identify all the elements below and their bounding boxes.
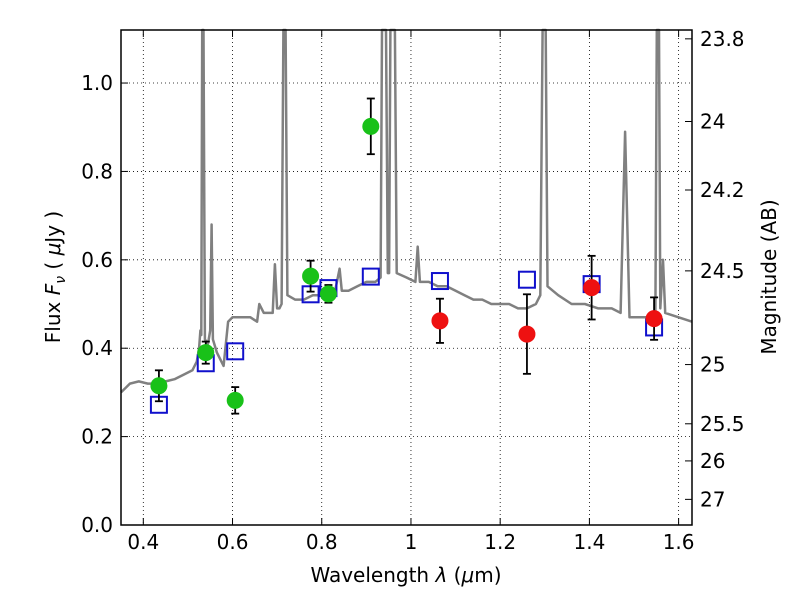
right-tick-label: 24	[700, 109, 725, 133]
x-tick-label: 0.4	[127, 530, 159, 554]
green-point	[150, 377, 168, 395]
right-tick-label: 23.8	[700, 27, 745, 51]
y-tick-label: 0.6	[81, 248, 113, 272]
tick-marks	[121, 30, 692, 526]
x-axis-title: Wavelength λ (μm)	[310, 563, 501, 587]
right-tick-label: 25	[700, 353, 725, 377]
right-tick-labels: 23.8 24 24.2 24.5 25 25.5 26 27	[700, 27, 745, 512]
x-tick-label: 1.2	[484, 530, 516, 554]
right-tick-label: 24.5	[700, 259, 745, 283]
x-tick-label: 0.6	[217, 530, 249, 554]
x-tick-label: 1	[405, 530, 418, 554]
x-tick-label: 0.8	[306, 530, 338, 554]
green-point	[362, 117, 380, 135]
red-point	[645, 310, 663, 328]
right-tick-label: 24.2	[700, 178, 745, 202]
red-point	[583, 279, 601, 297]
x-tick-label: 1.4	[573, 530, 605, 554]
x-tick-labels: 0.4 0.6 0.8 1 1.2 1.4 1.6	[127, 530, 694, 554]
x-tick-label: 1.6	[663, 530, 695, 554]
red-points	[431, 279, 663, 343]
green-point	[197, 344, 215, 362]
green-point	[226, 391, 244, 409]
y-tick-label: 0.4	[81, 336, 113, 360]
y-tick-label: 0.2	[81, 425, 113, 449]
error-bars	[154, 97, 659, 415]
y-axis-title: Flux Fν ( μJy )	[41, 211, 69, 343]
y-tick-label: 0.8	[81, 159, 113, 183]
green-points	[150, 117, 380, 409]
y-tick-label: 0.0	[81, 513, 113, 537]
right-tick-label: 27	[700, 487, 725, 511]
spectrum-line	[120, 28, 693, 394]
model-point	[226, 342, 245, 361]
plot-frame	[120, 29, 693, 526]
model-point	[517, 270, 536, 289]
red-point	[431, 312, 449, 330]
grid-lines	[121, 30, 692, 526]
y-tick-labels: 0.0 0.2 0.4 0.6 0.8 1.0	[81, 71, 113, 537]
right-tick-label: 25.5	[700, 412, 745, 436]
red-point	[518, 325, 536, 343]
y-tick-label: 1.0	[81, 71, 113, 95]
model-point	[430, 272, 449, 291]
right-axis-title: Magnitude (AB)	[757, 199, 781, 354]
green-point	[319, 285, 337, 303]
model-point	[361, 267, 380, 286]
green-point	[302, 267, 320, 285]
right-tick-label: 26	[700, 449, 725, 473]
